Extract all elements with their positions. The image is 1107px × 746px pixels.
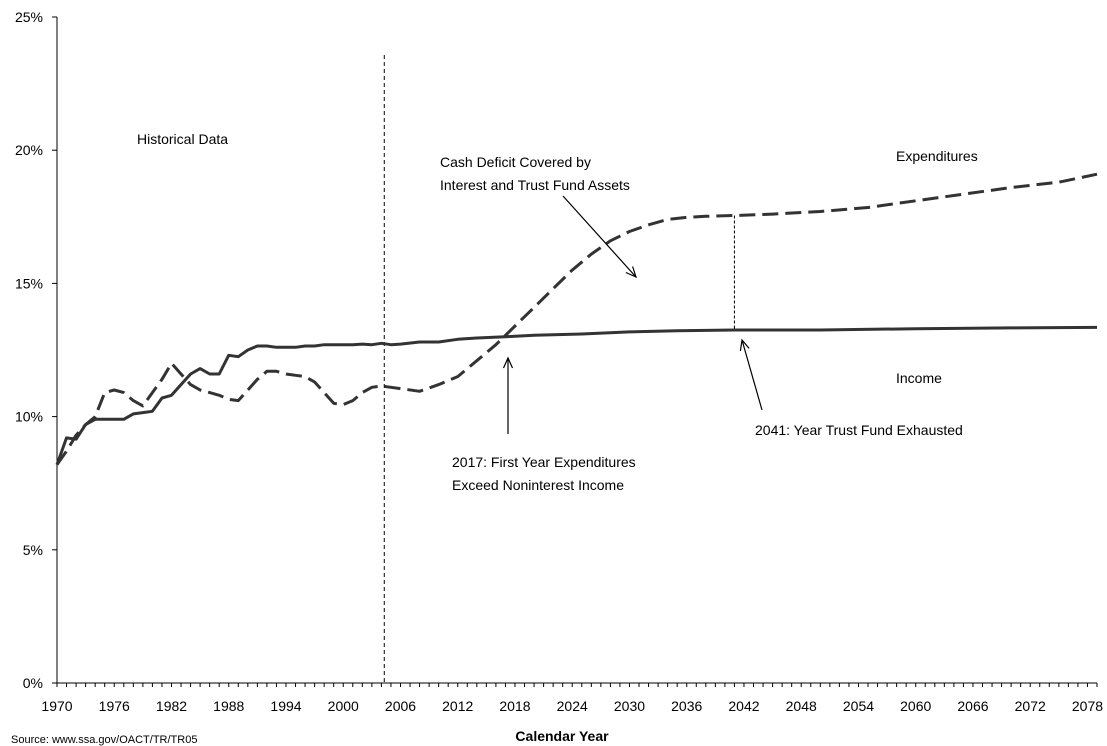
annotation-cash-deficit-line1: Cash Deficit Covered by <box>440 154 591 170</box>
x-tick-label: 1994 <box>270 698 301 714</box>
x-tick-label: 2012 <box>442 698 473 714</box>
y-tick-label: 5% <box>23 542 43 558</box>
x-tick-label: 1976 <box>99 698 130 714</box>
annotation-income-label: Income <box>896 370 942 386</box>
y-tick-label: 20% <box>15 142 43 158</box>
annotation-2041-exhausted: 2041: Year Trust Fund Exhausted <box>755 422 963 438</box>
x-axis-title: Calendar Year <box>515 728 609 744</box>
x-tick-label: 1982 <box>156 698 187 714</box>
x-tick-label: 2066 <box>957 698 988 714</box>
x-tick-label: 1988 <box>213 698 244 714</box>
annotation-2017-line2: Exceed Noninterest Income <box>452 477 624 493</box>
x-tick-label: 2042 <box>728 698 759 714</box>
axes: 0% 5% 10% 15% 20% 25% 1970 1976 1982 1988 1994 2000… <box>15 9 1103 714</box>
y-tick-label: 15% <box>15 275 43 291</box>
x-tick-label: 2060 <box>900 698 931 714</box>
series-line-expenditures <box>55 172 1098 466</box>
x-tick-label: 2072 <box>1015 698 1046 714</box>
x-tick-label: 2048 <box>786 698 817 714</box>
annotation-2017-line1: 2017: First Year Expenditures <box>452 454 636 470</box>
x-tick-label: 2006 <box>385 698 416 714</box>
y-tick-label: 0% <box>23 675 43 691</box>
arrow-2041-head <box>739 338 750 351</box>
x-tick-label: 2078 <box>1072 698 1103 714</box>
x-tick-label: 2018 <box>499 698 530 714</box>
arrow-2041 <box>741 339 763 411</box>
annotation-layer: Historical Data Cash Deficit Covered by … <box>11 131 978 746</box>
x-tick-label: 2030 <box>614 698 645 714</box>
arrow-cash-deficit-head <box>625 266 637 279</box>
y-tick-label: 10% <box>15 409 43 425</box>
annotation-historical-data: Historical Data <box>137 131 228 147</box>
arrow-cash-deficit <box>562 195 637 278</box>
series-layer <box>55 172 1098 466</box>
series-line-income <box>55 325 1098 466</box>
x-tick-label: 2054 <box>843 698 874 714</box>
arrow-2017-head <box>502 356 514 369</box>
source-note: Source: www.ssa.gov/OACT/TR/TR05 <box>11 734 197 746</box>
x-tick-label: 2036 <box>671 698 702 714</box>
x-tick-label: 2000 <box>328 698 359 714</box>
annotation-expenditures-label: Expenditures <box>896 148 978 164</box>
annotation-cash-deficit-line2: Interest and Trust Fund Assets <box>440 177 630 193</box>
x-tick-label: 2024 <box>557 698 588 714</box>
y-tick-label: 25% <box>15 9 43 25</box>
x-tick-label: 1970 <box>41 698 72 714</box>
